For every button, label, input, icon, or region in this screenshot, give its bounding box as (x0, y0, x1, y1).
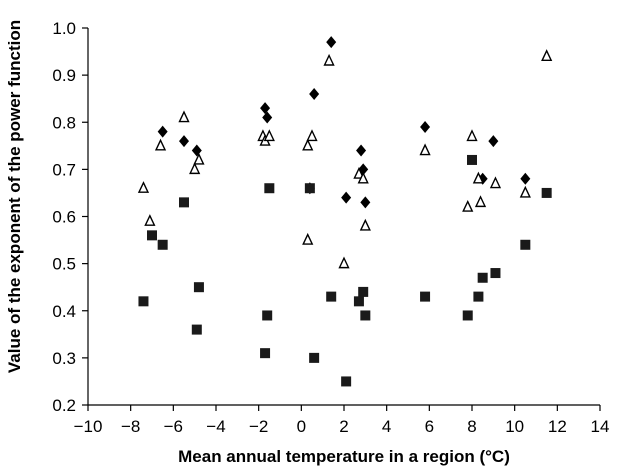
x-tick-label: −8 (121, 417, 140, 436)
y-tick-label: 0.7 (52, 160, 76, 179)
x-tick-label: −4 (206, 417, 225, 436)
y-tick-label: 1.0 (52, 19, 76, 38)
square-point (158, 240, 168, 250)
diamond-point (488, 135, 498, 147)
x-tick-label: 10 (505, 417, 524, 436)
square-point (179, 197, 189, 207)
y-tick-label: 0.8 (52, 113, 76, 132)
diamond-point (192, 145, 202, 157)
triangle-point (476, 197, 485, 207)
square-point (194, 282, 204, 292)
y-tick-label: 0.3 (52, 349, 76, 368)
square-point (305, 183, 315, 193)
triangle-point (308, 131, 317, 141)
square-point (358, 287, 368, 297)
x-tick-label: −6 (164, 417, 183, 436)
triangle-point (468, 131, 477, 141)
triangle-point (463, 202, 472, 212)
square-point (420, 292, 430, 302)
triangle-point (303, 140, 312, 150)
plot-area: −10 −8 −6 −4 −2 0 2 4 6 8 10 12 14 0.20.30.40.50.60.… (52, 19, 609, 436)
diamond-point (326, 36, 336, 48)
diamond-point (262, 112, 272, 124)
triangle-point (180, 112, 189, 122)
y-tick-label: 0.4 (52, 302, 76, 321)
diamond-point (356, 145, 366, 157)
triangle-point (156, 140, 165, 150)
triangle-point (139, 183, 148, 193)
diamond-point (341, 192, 351, 204)
square-point (264, 183, 274, 193)
data-markers (138, 36, 551, 386)
square-point (309, 353, 319, 363)
square-point (490, 268, 500, 278)
x-tick-label: 8 (467, 417, 476, 436)
triangle-point (491, 178, 500, 188)
diamond-point (360, 196, 370, 208)
square-point (463, 310, 473, 320)
triangle-point (325, 55, 334, 65)
x-tick-label: 0 (297, 417, 306, 436)
square-point (360, 310, 370, 320)
diamond-point (179, 135, 189, 147)
square-point (520, 240, 530, 250)
x-tick-label: −10 (74, 417, 103, 436)
series-filled-square (138, 155, 551, 386)
y-tick-label: 0.9 (52, 66, 76, 85)
square-point (354, 296, 364, 306)
diamond-point (420, 121, 430, 133)
square-point (260, 348, 270, 358)
x-tick-label: 2 (339, 417, 348, 436)
triangle-point (521, 187, 530, 197)
square-point (478, 273, 488, 283)
triangle-point (421, 145, 430, 155)
diamond-point (520, 173, 530, 185)
x-tick-label: 14 (591, 417, 610, 436)
square-point (138, 296, 148, 306)
square-point (147, 230, 157, 240)
y-axis-title: Value of the exponent of the power funct… (5, 20, 24, 373)
triangle-point (340, 258, 349, 268)
triangle-point (361, 220, 370, 230)
square-point (192, 325, 202, 335)
triangle-point (303, 235, 312, 245)
square-point (262, 310, 272, 320)
triangle-point (190, 164, 199, 174)
x-axis-ticks: −10 −8 −6 −4 −2 0 2 4 6 8 10 12 14 (74, 405, 610, 436)
y-tick-label: 0.5 (52, 255, 76, 274)
x-tick-label: 12 (548, 417, 567, 436)
square-point (341, 376, 351, 386)
square-point (473, 292, 483, 302)
triangle-point (194, 154, 203, 164)
y-tick-label: 0.6 (52, 208, 76, 227)
y-tick-label: 0.2 (52, 396, 76, 415)
y-axis-ticks: 0.2 0.3 0.4 0.5 0.6 0.7 0.8 0.9 1.0 (52, 19, 88, 415)
series-open-triangle (139, 51, 551, 268)
x-tick-label: 4 (382, 417, 391, 436)
x-tick-label: −2 (249, 417, 268, 436)
triangle-point (145, 216, 154, 226)
triangle-point (265, 131, 274, 141)
diamond-point (158, 126, 168, 138)
triangle-point (542, 51, 551, 61)
square-point (467, 155, 477, 165)
x-tick-label: 6 (425, 417, 434, 436)
square-point (542, 188, 552, 198)
x-axis-title: Mean annual temperature in a region (°C) (178, 447, 510, 466)
diamond-point (309, 88, 319, 100)
diamond-point (260, 102, 270, 114)
square-point (326, 292, 336, 302)
